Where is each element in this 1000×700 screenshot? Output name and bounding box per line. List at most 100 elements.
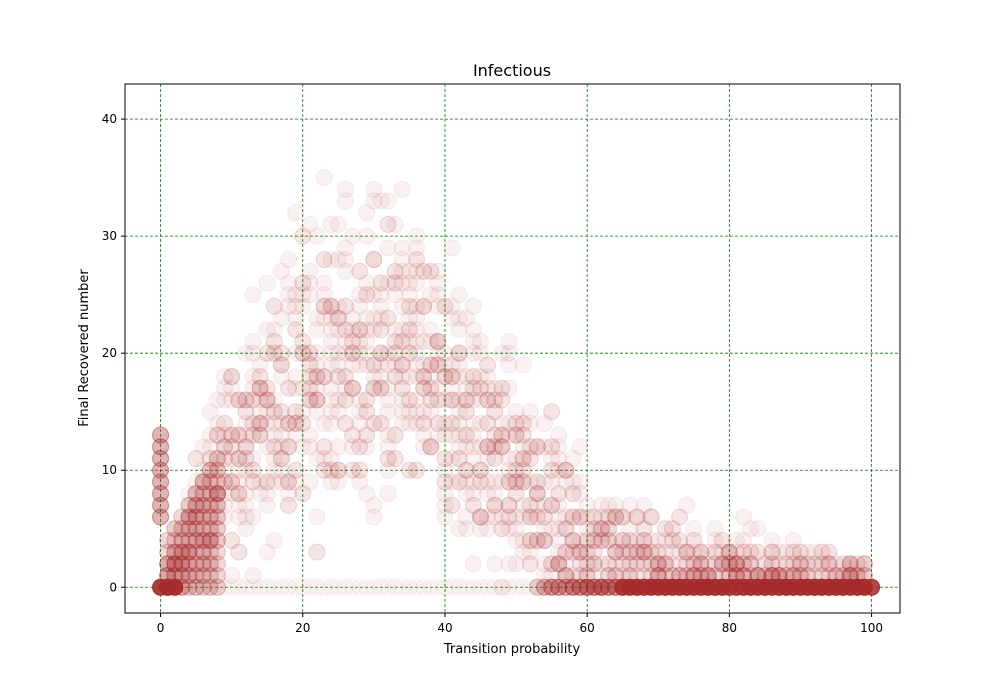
scatter-point [507, 426, 525, 444]
scatter-point [187, 531, 205, 549]
scatter-point [493, 508, 511, 526]
scatter-point [187, 508, 205, 526]
scatter-point [287, 204, 305, 222]
scatter-point [592, 578, 610, 596]
scatter-point [258, 438, 276, 456]
scatter-point [258, 391, 276, 409]
scatter-point [493, 520, 511, 538]
scatter-point [379, 438, 397, 456]
scatter-point [265, 461, 283, 479]
scatter-point [493, 438, 511, 456]
scatter-point [514, 414, 532, 432]
scatter-point [571, 485, 589, 503]
scatter-point [265, 297, 283, 315]
scatter-point [294, 379, 312, 397]
scatter-point [365, 379, 383, 397]
scatter-point [329, 461, 347, 479]
scatter-point [386, 368, 404, 386]
scatter-point [251, 414, 269, 432]
scatter-point [166, 543, 184, 561]
scatter-point [550, 496, 568, 514]
scatter-point [528, 485, 546, 503]
scatter-point [336, 368, 354, 386]
scatter-point [344, 344, 362, 362]
scatter-point [173, 555, 191, 573]
scatter-point [400, 344, 418, 362]
scatter-point [514, 438, 532, 456]
scatter-point [336, 297, 354, 315]
scatter-point [208, 485, 226, 503]
scatter-point [408, 321, 426, 339]
scatter-point [358, 356, 376, 374]
scatter-point [585, 555, 603, 573]
scatter-point [457, 368, 475, 386]
scatter-point [386, 368, 404, 386]
scatter-point [450, 344, 468, 362]
scatter-point [599, 555, 617, 573]
scatter-point [550, 426, 568, 444]
scatter-point [365, 309, 383, 327]
scatter-point [201, 450, 219, 468]
scatter-point [180, 543, 198, 561]
scatter-point [251, 379, 269, 397]
scatter-point [322, 344, 340, 362]
scatter-point [287, 414, 305, 432]
scatter-point [450, 520, 468, 538]
scatter-point [180, 543, 198, 561]
scatter-point [308, 368, 326, 386]
scatter-point [379, 403, 397, 421]
scatter-point [272, 426, 290, 444]
scatter-point [585, 578, 603, 596]
scatter-point [187, 578, 205, 596]
scatter-point [543, 438, 561, 456]
scatter-point [599, 520, 617, 538]
scatter-point [422, 438, 440, 456]
scatter-point [265, 332, 283, 350]
scatter-point [457, 461, 475, 479]
scatter-point [592, 578, 610, 596]
scatter-point [258, 344, 276, 362]
scatter-point [443, 426, 461, 444]
scatter-point [237, 344, 255, 362]
scatter-point [272, 450, 290, 468]
scatter-point [216, 450, 234, 468]
scatter-point [472, 508, 490, 526]
scatter-point [521, 496, 539, 514]
scatter-point [301, 391, 319, 409]
scatter-point [393, 297, 411, 315]
scatter-point [528, 496, 546, 514]
scatter-point [535, 578, 553, 596]
scatter-point [550, 578, 568, 596]
scatter-point [180, 543, 198, 561]
scatter-point [393, 321, 411, 339]
scatter-point [187, 520, 205, 538]
scatter-point [507, 555, 525, 573]
scatter-point [543, 473, 561, 491]
scatter-point [180, 567, 198, 585]
scatter-point [194, 496, 212, 514]
scatter-point [571, 543, 589, 561]
scatter-point [258, 473, 276, 491]
scatter-point [429, 356, 447, 374]
scatter-point [258, 485, 276, 503]
scatter-point [329, 344, 347, 362]
scatter-point [336, 414, 354, 432]
scatter-point [429, 414, 447, 432]
scatter-point [365, 368, 383, 386]
scatter-point [301, 426, 319, 444]
scatter-point [237, 520, 255, 538]
scatter-point [287, 414, 305, 432]
scatter-point [294, 332, 312, 350]
scatter-point [329, 309, 347, 327]
scatter-point [472, 368, 490, 386]
scatter-point [535, 578, 553, 596]
scatter-point [607, 543, 625, 561]
scatter-point [280, 438, 298, 456]
scatter-point [592, 508, 610, 526]
scatter-point [571, 508, 589, 526]
scatter-point [543, 555, 561, 573]
scatter-point [564, 485, 582, 503]
scatter-point [351, 332, 369, 350]
scatter-point [166, 543, 184, 561]
scatter-point [358, 344, 376, 362]
